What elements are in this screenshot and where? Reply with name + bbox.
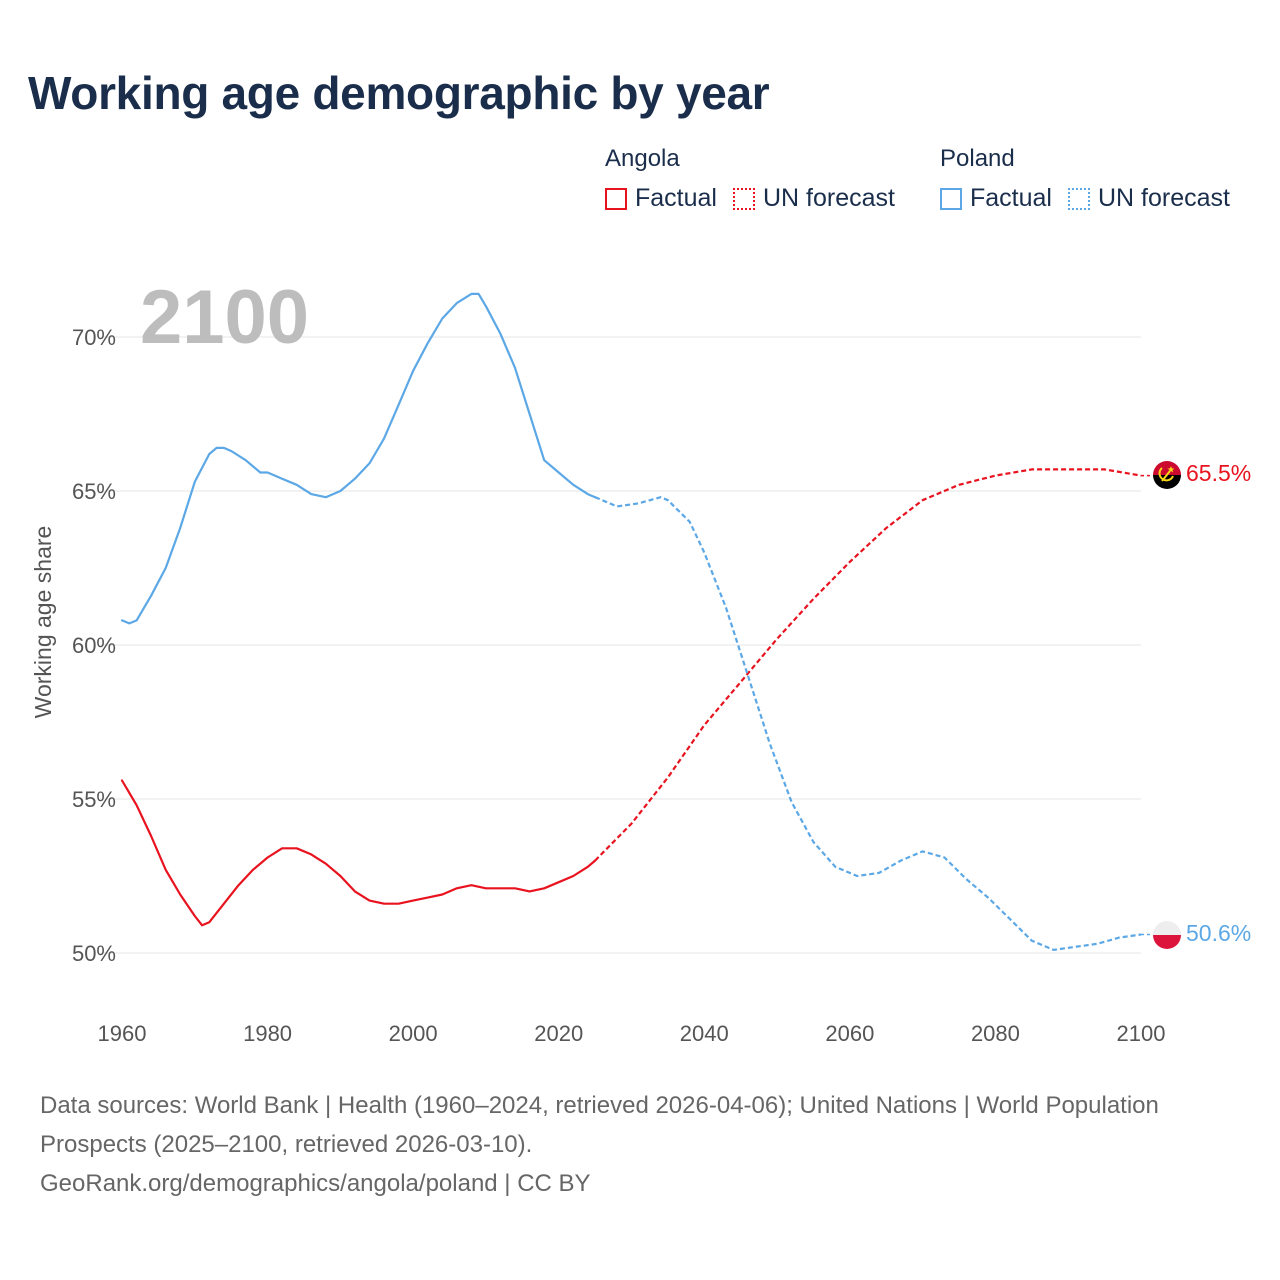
chart-title: Working age demographic by year <box>28 67 770 119</box>
legend-label-poland-factual: Factual <box>970 184 1052 212</box>
angola-flag-icon <box>1153 461 1181 489</box>
legend-swatch-angola-factual <box>605 187 627 210</box>
poland-flag-icon <box>1153 921 1181 949</box>
legend-label-poland-forecast: UN forecast <box>1097 184 1230 212</box>
legend-country-poland: Poland <box>940 145 1015 172</box>
series-line-angola-factual <box>120 779 597 927</box>
legend-item-angola-forecast[interactable]: UN forecast <box>732 184 895 213</box>
legend-angola: Angola Factual UN forecast <box>605 142 911 213</box>
legend-swatch-poland-factual <box>940 187 962 210</box>
y-tick-label: 50% <box>72 941 116 966</box>
legend-country-angola: Angola <box>605 145 680 172</box>
grid-lines <box>100 336 1141 954</box>
legend-swatch-angola-forecast <box>732 187 755 210</box>
x-tick-label: 2060 <box>825 1021 874 1046</box>
legend-poland: Poland Factual UN forecast <box>940 142 1246 213</box>
x-axis-ticks: 1960 1980 2000 2020 2040 2060 2080 2100 <box>98 1021 1166 1046</box>
series-line-poland-forecast <box>594 496 1142 951</box>
source-note: Data sources: World Bank | Health (1960–… <box>40 1086 1220 1203</box>
line-chart: 50% 55% 60% 65% 70% 1960 1980 2000 2020 2040 2060… <box>30 275 1251 1046</box>
series-lines <box>120 292 1155 951</box>
year-overlay-label: 2100 <box>140 275 309 360</box>
legend-label-angola-forecast: UN forecast <box>762 184 895 212</box>
x-tick-label: 2080 <box>971 1021 1020 1046</box>
legend-item-poland-factual[interactable]: Factual <box>940 184 1052 213</box>
x-tick-label: 2040 <box>680 1021 729 1046</box>
legend-item-angola-factual[interactable]: Factual <box>605 184 717 213</box>
series-line-angola-forecast <box>594 468 1142 862</box>
x-tick-label: 1960 <box>98 1021 147 1046</box>
end-label-angola: 65.5% <box>1186 460 1251 486</box>
y-tick-label: 60% <box>72 633 116 658</box>
legend-label-angola-factual: Factual <box>635 184 717 212</box>
x-tick-label: 2100 <box>1117 1021 1166 1046</box>
y-axis-ticks: 50% 55% 60% 65% 70% <box>72 325 116 966</box>
x-tick-label: 2000 <box>389 1021 438 1046</box>
source-citation: Data sources: World Bank | Health (1960–… <box>40 1092 1159 1158</box>
legend-swatch-poland-forecast <box>1067 187 1090 210</box>
end-label-poland: 50.6% <box>1186 920 1251 946</box>
legend-item-poland-forecast[interactable]: UN forecast <box>1067 184 1230 213</box>
y-tick-label: 70% <box>72 325 116 350</box>
y-tick-label: 55% <box>72 787 116 812</box>
y-tick-label: 65% <box>72 479 116 504</box>
source-link[interactable]: GeoRank.org/demographics/angola/poland |… <box>40 1170 591 1197</box>
x-tick-label: 1980 <box>243 1021 292 1046</box>
y-axis-label: Working age share <box>30 526 56 719</box>
series-line-poland-factual <box>120 292 597 625</box>
x-tick-label: 2020 <box>534 1021 583 1046</box>
